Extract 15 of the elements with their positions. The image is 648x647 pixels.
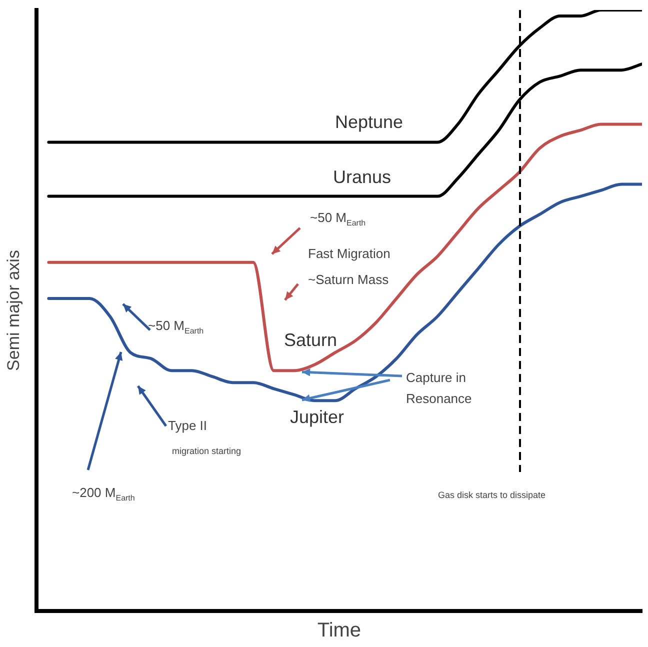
series-label: Jupiter — [290, 407, 344, 427]
annotation: migration starting — [172, 446, 242, 457]
annotation: ~200 M$_{Earth}$ — [72, 485, 135, 504]
annotation: Fast Migration — [308, 246, 390, 262]
annotation: ~Saturn Mass — [308, 272, 389, 288]
y-axis-title: Semi major axis — [4, 250, 23, 371]
series-label: Neptune — [335, 112, 404, 132]
x-axis-title: Time — [317, 620, 362, 642]
annotation: ~50 M$_{Earth}$ — [310, 210, 366, 228]
annotation: ~50 M$_{Earth}$ — [148, 318, 204, 336]
annotation: Type II — [168, 418, 208, 434]
series-label: Saturn — [284, 330, 338, 350]
annotation: Gas disk starts to dissipate — [438, 490, 546, 501]
annotation: Capture in Resonance — [406, 369, 473, 408]
series-label: Uranus — [333, 167, 392, 187]
